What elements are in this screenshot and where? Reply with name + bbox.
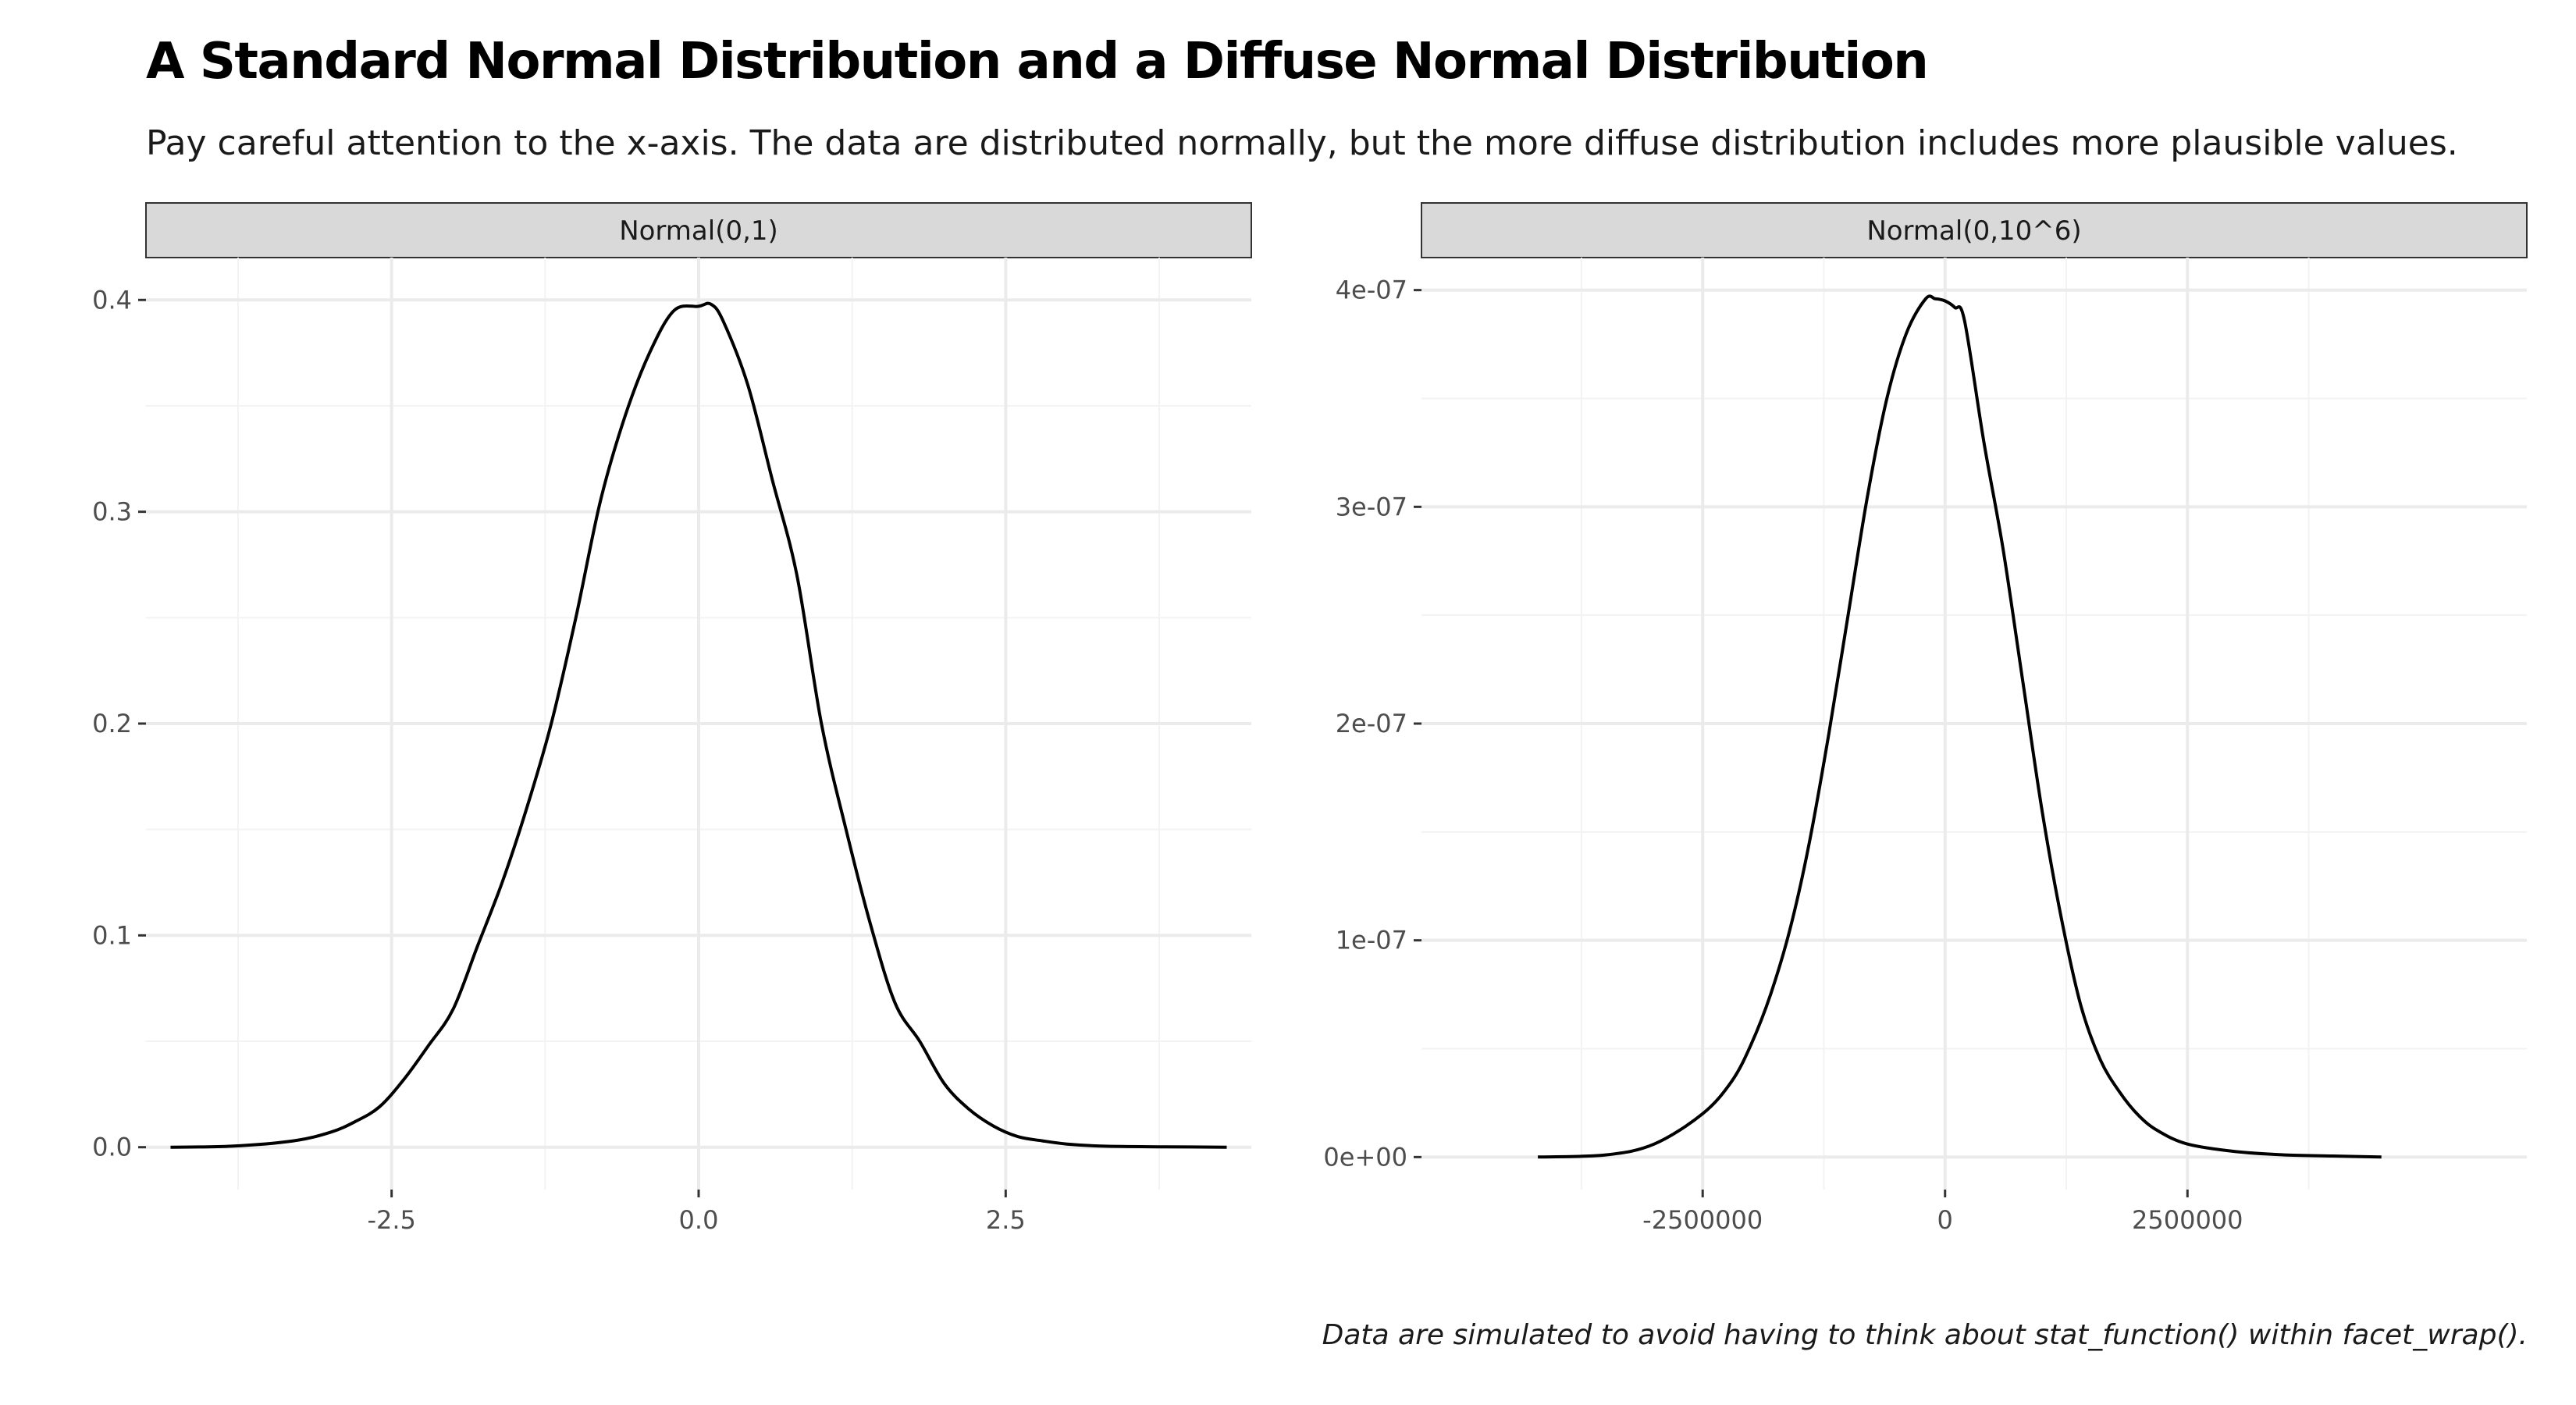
facet-strip (1421, 202, 2528, 258)
density-line (1538, 294, 2382, 1159)
chart-subtitle: Pay careful attention to the x-axis. The… (146, 123, 2458, 163)
facet-strip-label: Normal(0,1) (619, 215, 778, 247)
x-tick-label: 2500000 (2132, 1205, 2243, 1235)
facet-strip-label: Normal(0,10^6) (1866, 215, 2081, 247)
panel-normal-0-1: Normal(0,1) -2.5 0.0 2.5 0.0 0.1 0.2 0.3 0.4 (92, 202, 1252, 1235)
y-tick-label: 0.4 (92, 285, 132, 315)
x-tick-label: 0 (1937, 1205, 1953, 1235)
chart-caption: Data are simulated to avoid having to th… (1322, 1319, 2528, 1351)
chart-title: A Standard Normal Distribution and a Dif… (146, 33, 1929, 91)
y-tick-label: 0.0 (92, 1133, 132, 1162)
y-tick-label: 4e-07 (1336, 276, 1407, 305)
x-tick-label: 0.0 (679, 1205, 719, 1235)
y-tick-label: 0e+00 (1323, 1142, 1407, 1172)
y-tick-label: 0.3 (92, 497, 132, 527)
x-tick-label: 2.5 (986, 1205, 1026, 1235)
x-tick-label: -2500000 (1642, 1205, 1763, 1235)
y-tick-label: 3e-07 (1336, 492, 1407, 521)
y-tick-label: 0.2 (92, 709, 132, 738)
panel-normal-0-10e6: Normal(0,10^6) -2500000 0 2500000 0e+00 1e-07… (1323, 202, 2528, 1235)
y-tick-label: 0.1 (92, 920, 132, 950)
y-tick-label: 2e-07 (1336, 709, 1407, 738)
y-tick-label: 1e-07 (1336, 926, 1407, 955)
x-tick-label: -2.5 (367, 1205, 415, 1235)
density-line (170, 301, 1227, 1149)
